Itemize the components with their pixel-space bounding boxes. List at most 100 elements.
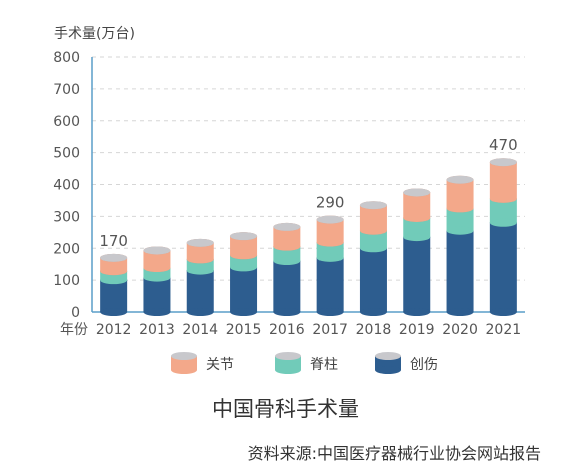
bar-segment-脊柱-2020 — [446, 208, 474, 231]
legend-swatch-base-脊柱 — [275, 366, 301, 374]
y-tick-label: 0 — [71, 305, 80, 321]
legend-swatch-创伤 — [375, 356, 401, 370]
bar-base-脊柱-2012 — [100, 276, 128, 285]
x-tick-label: 2017 — [312, 322, 348, 338]
bar-segment-关节-2014 — [186, 242, 214, 260]
legend-swatch-cap-关节 — [171, 352, 197, 360]
bar-segment-创伤-2019 — [403, 237, 431, 312]
bar-segment-创伤-2015 — [230, 267, 258, 312]
bar-top-cap-2014 — [186, 238, 214, 247]
bar-segment-脊柱-2016 — [273, 246, 301, 261]
bar-base-创伤-2012 — [100, 308, 128, 316]
total-label-2021: 470 — [489, 136, 518, 154]
bar-base-创伤-2013 — [143, 308, 171, 316]
legend-label-创伤: 创伤 — [410, 357, 438, 373]
legend-swatch-cap-脊柱 — [275, 352, 301, 360]
x-tick-label: 2015 — [226, 322, 262, 338]
bar-base-关节-2020 — [446, 204, 474, 213]
bar-segment-脊柱-2012 — [100, 271, 128, 281]
bar-base-关节-2016 — [273, 242, 301, 251]
bar-segment-脊柱-2021 — [489, 198, 517, 223]
bar-base-脊柱-2018 — [359, 244, 387, 253]
bar-base-脊柱-2014 — [186, 266, 214, 275]
legend-swatch-base-关节 — [171, 366, 197, 374]
bar-top-cap-2020 — [446, 175, 474, 184]
bar-base-脊柱-2013 — [143, 273, 171, 282]
y-tick-label: 600 — [53, 114, 80, 130]
chart-source: 资料来源:中国医疗器械行业协会网站报告 — [247, 444, 541, 463]
bar-segment-关节-2018 — [359, 205, 387, 231]
bar-segment-关节-2016 — [273, 226, 301, 247]
bar-base-脊柱-2021 — [489, 218, 517, 227]
bar-base-关节-2018 — [359, 226, 387, 235]
bar-segment-脊柱-2019 — [403, 217, 431, 238]
y-tick-label: 700 — [53, 82, 80, 98]
bar-segment-脊柱-2018 — [359, 230, 387, 249]
bar-segment-创伤-2017 — [316, 257, 344, 312]
bar-top-cap-2018 — [359, 201, 387, 210]
x-tick-label: 2014 — [182, 322, 218, 338]
bar-base-创伤-2016 — [273, 308, 301, 316]
bar-base-关节-2014 — [186, 255, 214, 264]
y-tick-label: 200 — [53, 241, 80, 257]
x-tick-label: 2019 — [399, 322, 435, 338]
y-axis-label: 手术量(万台) — [54, 26, 135, 42]
bar-top-cap-2012 — [100, 253, 128, 262]
bar-segment-关节-2021 — [489, 162, 517, 199]
bar-segment-关节-2017 — [316, 219, 344, 243]
x-tick-label: 2012 — [96, 322, 132, 338]
bar-base-关节-2017 — [316, 238, 344, 247]
bar-base-脊柱-2017 — [316, 253, 344, 262]
bar-segment-脊柱-2017 — [316, 242, 344, 258]
legend-label-脊柱: 脊柱 — [310, 357, 338, 373]
y-tick-label: 300 — [53, 209, 80, 225]
bar-segment-脊柱-2013 — [143, 268, 171, 278]
bar-base-创伤-2020 — [446, 308, 474, 316]
bar-segment-脊柱-2014 — [186, 259, 214, 271]
bar-base-创伤-2021 — [489, 308, 517, 316]
bar-base-脊柱-2015 — [230, 263, 258, 272]
legend-swatch-cap-创伤 — [375, 352, 401, 360]
bar-segment-创伤-2012 — [100, 280, 128, 312]
bar-base-创伤-2014 — [186, 308, 214, 316]
bar-segment-关节-2020 — [446, 179, 474, 209]
chart-canvas: 手术量(万台) 0 100 200 300 400 500 600 700 800 年份 2012 20… — [53, 26, 525, 374]
x-axis-label: 年份 — [60, 322, 88, 338]
bar-segment-创伤-2021 — [489, 222, 517, 312]
bar-top-cap-2013 — [143, 246, 171, 255]
legend-swatch-脊柱 — [275, 356, 301, 370]
bar-base-创伤-2017 — [316, 308, 344, 316]
y-tick-label: 400 — [53, 178, 80, 194]
bar-segment-创伤-2016 — [273, 261, 301, 312]
bar-base-脊柱-2020 — [446, 226, 474, 235]
bar-segment-关节-2013 — [143, 250, 171, 269]
bar-base-关节-2019 — [403, 213, 431, 222]
bar-base-关节-2021 — [489, 194, 517, 203]
legend-swatch-关节 — [171, 356, 197, 370]
total-label-2017: 290 — [316, 194, 345, 212]
bar-segment-创伤-2020 — [446, 230, 474, 312]
y-tick-label: 800 — [53, 50, 80, 66]
bar-base-脊柱-2019 — [403, 233, 431, 242]
x-tick-label: 2020 — [442, 322, 478, 338]
bar-base-关节-2013 — [143, 264, 171, 273]
bar-base-关节-2015 — [230, 251, 258, 260]
bar-base-创伤-2015 — [230, 308, 258, 316]
bar-top-cap-2017 — [316, 215, 344, 224]
bar-base-创伤-2019 — [403, 308, 431, 316]
chart-title: 中国骨科手术量 — [212, 397, 359, 421]
bar-top-cap-2019 — [403, 188, 431, 197]
bar-segment-关节-2015 — [230, 236, 258, 256]
bar-segment-创伤-2018 — [359, 248, 387, 312]
bar-segment-创伤-2014 — [186, 270, 214, 312]
x-tick-label: 2021 — [486, 322, 522, 338]
bar-base-脊柱-2016 — [273, 257, 301, 265]
bar-base-创伤-2018 — [359, 308, 387, 316]
x-tick-label: 2018 — [356, 322, 392, 338]
legend-label-关节: 关节 — [206, 357, 234, 373]
legend-swatch-base-创伤 — [375, 366, 401, 374]
bar-top-cap-2016 — [273, 222, 301, 231]
x-tick-label: 2016 — [269, 322, 305, 338]
bar-base-关节-2012 — [100, 267, 128, 276]
total-label-2012: 170 — [99, 232, 128, 250]
